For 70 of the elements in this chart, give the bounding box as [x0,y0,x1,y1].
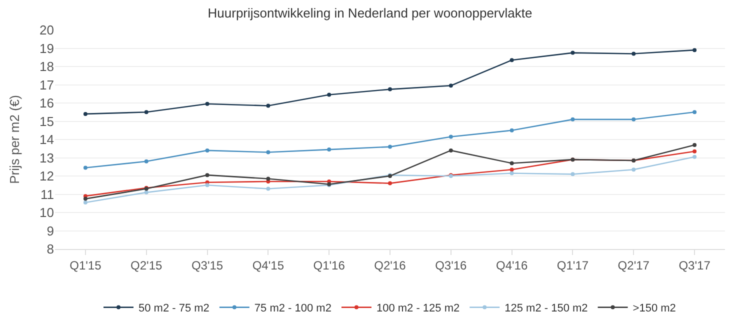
y-tick-label: 8 [46,242,54,257]
legend-label: 75 m2 - 100 m2 [254,302,332,315]
legend-label: 50 m2 - 75 m2 [138,302,210,315]
point [692,142,697,147]
point [388,87,392,92]
x-tick-label: Q3'15 [191,258,224,272]
point [144,190,148,194]
x-tick-label: Q3'17 [678,258,711,272]
x-tick-label: Q4'16 [496,258,528,272]
point [510,161,514,166]
point [205,102,210,106]
x-tick-label: Q1'15 [70,258,102,272]
y-tick-label: 16 [40,96,54,111]
y-tick-label: 19 [40,40,54,56]
point [205,173,210,178]
point [205,148,210,152]
y-tick-label: 12 [40,168,54,184]
point [510,168,514,172]
legend-label: 125 m2 - 150 m2 [504,302,588,315]
point [692,110,697,114]
point [388,144,392,149]
x-tick-label: Q1'16 [313,258,346,272]
point [327,148,332,152]
x-tick-label: Q1'17 [556,258,589,272]
legend-label: >150 m2 [632,302,676,315]
point [510,58,514,62]
point [632,52,636,56]
point [205,183,210,188]
legend-label: 100 m2 - 125 m2 [376,302,460,315]
point [388,181,392,186]
point [83,112,88,116]
point [266,186,270,191]
y-tick-label: 17 [40,77,54,92]
point [692,149,697,154]
point [448,134,453,139]
point [266,176,270,181]
point [327,92,332,97]
point [144,159,148,164]
y-tick-label: 18 [40,59,54,74]
y-tick-label: 13 [40,150,54,166]
point [144,110,148,114]
point [632,117,636,122]
y-tick-label: 9 [46,223,54,238]
point [692,154,697,159]
x-tick-label: Q2'16 [374,258,406,272]
x-tick-label: Q4'15 [252,258,284,272]
point [570,172,575,176]
point [692,48,697,52]
point [83,200,88,204]
point [83,196,88,201]
point [570,50,575,55]
x-tick-label: Q2'15 [130,258,163,272]
y-tick-label: 10 [40,205,54,220]
point [570,117,575,122]
y-tick-label: 15 [40,114,54,129]
x-tick-label: Q3'16 [435,258,468,272]
y-axis-title: Prijs per m2 (€) [7,95,22,184]
chart-title: Huurprijsontwikkeling in Nederland per woonoppervlakte [208,5,532,20]
y-tick-label: 20 [40,22,54,38]
point [448,148,453,152]
y-tick-label: 14 [40,132,54,148]
point [266,104,270,108]
point [510,171,514,176]
point [83,166,88,170]
point [632,168,636,172]
point [448,84,453,88]
point [510,128,514,132]
y-tick-label: 11 [40,186,54,202]
x-tick-label: Q2'17 [618,258,650,272]
point [266,150,270,154]
